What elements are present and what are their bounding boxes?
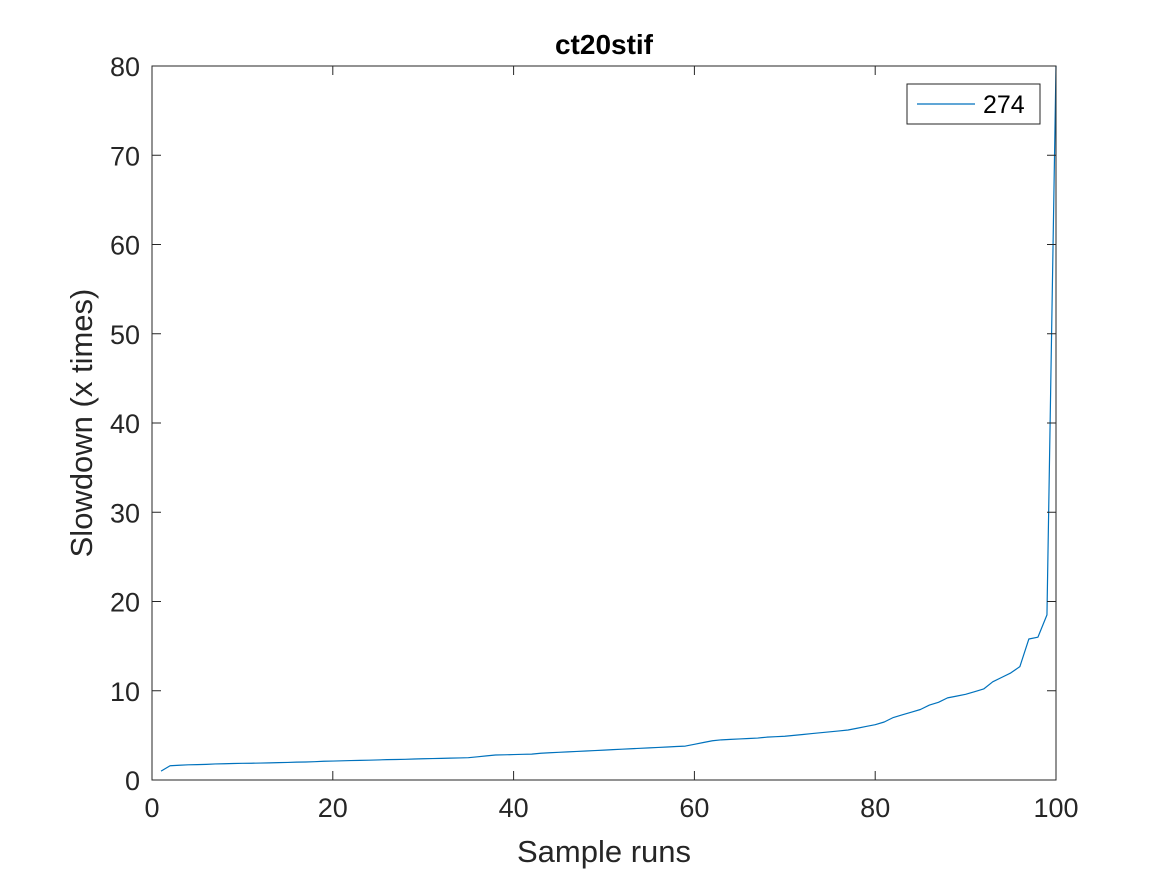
y-tick-label: 30 [110, 498, 140, 528]
x-tick-label: 60 [679, 793, 709, 823]
legend-label: 274 [983, 91, 1025, 119]
y-axis-title: Slowdown (x times) [64, 289, 99, 558]
x-tick-label: 100 [1033, 793, 1078, 823]
x-tick-label: 80 [860, 793, 890, 823]
x-tick-label: 20 [318, 793, 348, 823]
y-tick-label: 20 [110, 588, 140, 618]
y-tick-label: 70 [110, 141, 140, 171]
x-axis-title: Sample runs [517, 834, 691, 869]
x-tick-label: 0 [144, 793, 159, 823]
plot-area [152, 66, 1056, 780]
y-tick-label: 0 [125, 766, 140, 796]
ticks-layer: 0 20 40 60 80 100 0 10 20 30 40 50 60 70 80 [110, 52, 1079, 823]
x-tick-label: 40 [499, 793, 529, 823]
y-tick-label: 80 [110, 52, 140, 82]
series-line-274 [160, 65, 1057, 772]
y-tick-label: 50 [110, 320, 140, 350]
y-tick-label: 40 [110, 409, 140, 439]
y-tick-label: 60 [110, 231, 140, 261]
chart-title: ct20stif [555, 29, 654, 60]
y-tick-label: 10 [110, 677, 140, 707]
legend: 274 [906, 83, 1041, 125]
series-layer [160, 65, 1057, 772]
